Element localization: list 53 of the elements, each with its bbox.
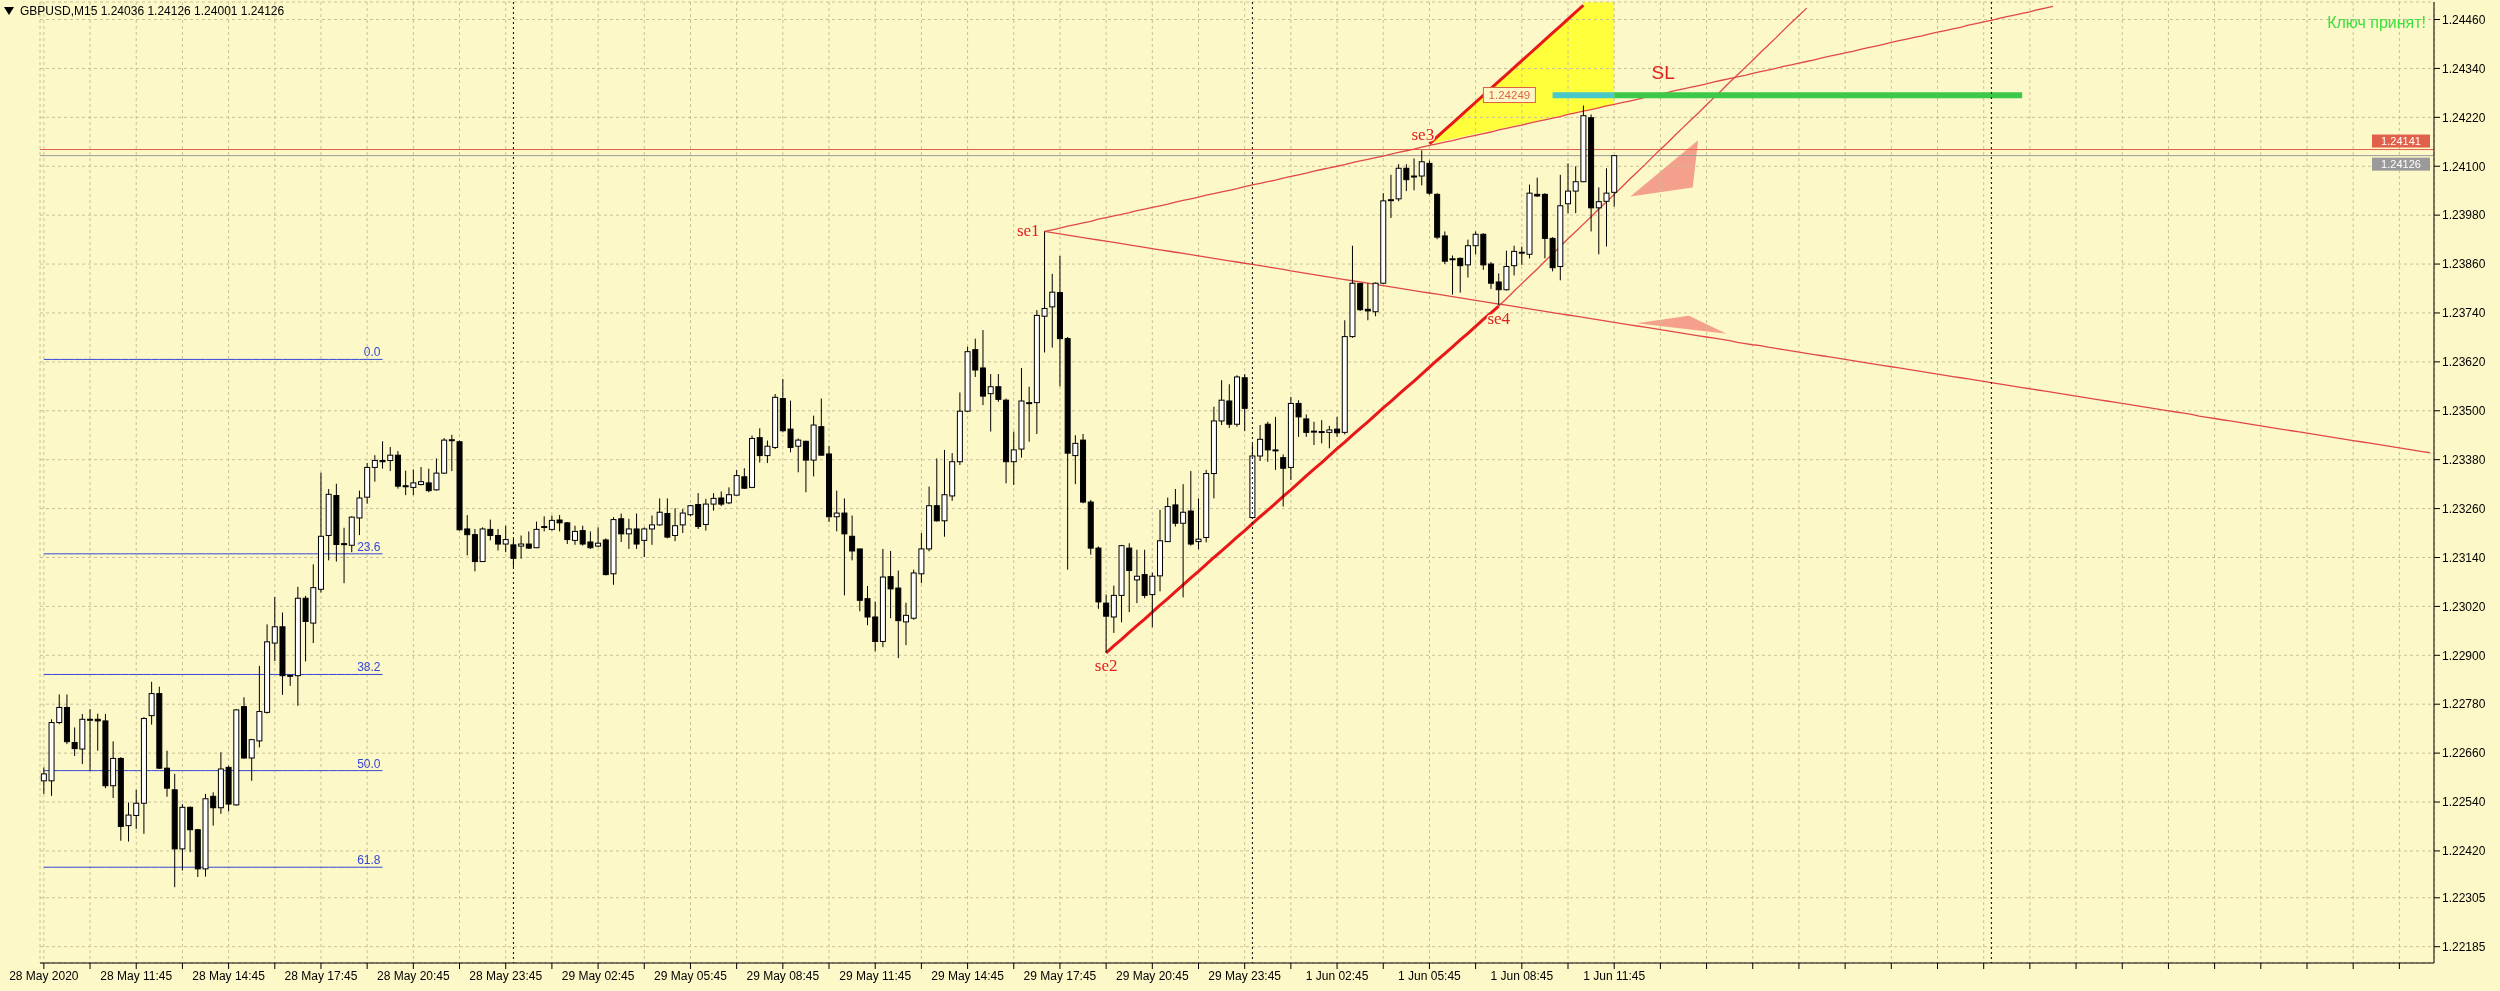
y-tick-label: 1.22660 [2442,746,2486,761]
y-tick-label: 1.23860 [2442,257,2486,272]
y-tick-label: 1.23140 [2442,550,2486,565]
y-tick-label: 1.22780 [2442,697,2486,712]
series-label: 50.0 [357,756,381,771]
x-tick-label: 1 Jun 02:45 [1305,968,1369,983]
y-tick-label: 1.23500 [2442,404,2486,419]
x-tick-label: 28 May 23:45 [469,968,543,983]
annotation: Ключ принят! [2327,14,2426,31]
annotation: se3 [1411,124,1435,144]
x-tick-label: 28 May 11:45 [100,968,173,983]
y-tick-label: 1.23380 [2442,452,2486,467]
series-label: 61.8 [357,853,381,868]
y-tick-label: 1.22185 [2442,939,2486,954]
x-tick-label: 29 May 17:45 [1023,968,1097,983]
x-tick-label: 28 May 17:45 [284,968,358,983]
y-tick-label: 1.24100 [2442,159,2486,174]
x-tick-label: 1 Jun 11:45 [1583,968,1646,983]
y-tick-label: 1.22900 [2442,648,2486,663]
x-tick-label: 29 May 05:45 [654,968,728,983]
y-tick-label: 1.24340 [2442,61,2486,76]
series-label: SL [1651,62,1675,84]
x-tick-label: 29 May 08:45 [746,968,820,983]
x-tick-label: 28 May 2020 [9,968,79,983]
annotation: 1.24249 [1488,89,1531,102]
y-tick-label: 1.22305 [2442,891,2486,906]
annotation: se1 [1016,221,1040,241]
y-tick-label: 1.22540 [2442,795,2486,810]
y-tick-label: 1.24220 [2442,110,2486,125]
annotation: se4 [1487,309,1511,329]
y-tick-label: 1.23260 [2442,501,2486,516]
x-tick-label: 29 May 02:45 [561,968,635,983]
y-tick-label: 1.23620 [2442,355,2486,370]
y-tick-label: 1.23740 [2442,306,2486,321]
x-tick-label: 29 May 23:45 [1208,968,1282,983]
annotation: se2 [1094,655,1118,675]
x-tick-label: 28 May 20:45 [376,968,451,983]
y-tick-label: 1.22420 [2442,844,2486,859]
series-label: 0.0 [363,345,381,360]
ref-line-label: 1.24126 [2381,158,2421,171]
x-tick-label: 1 Jun 05:45 [1398,968,1462,983]
y-tick-label: 1.24460 [2442,12,2486,27]
x-tick-label: 29 May 11:45 [839,968,912,983]
x-tick-label: 1 Jun 08:45 [1490,968,1554,983]
series-label: 38.2 [357,660,381,675]
chart-title: GBPUSD,M15 1.24036 1.24126 1.24001 1.24126 [20,4,285,18]
ref-line-label: 1.24141 [2381,135,2421,148]
x-tick-label: 28 May 14:45 [192,968,266,983]
y-tick-label: 1.23020 [2442,599,2486,614]
x-tick-label: 29 May 14:45 [931,968,1005,983]
series-label: 23.6 [357,539,381,554]
x-tick-label: 29 May 20:45 [1115,968,1190,983]
y-tick-label: 1.23980 [2442,208,2486,223]
